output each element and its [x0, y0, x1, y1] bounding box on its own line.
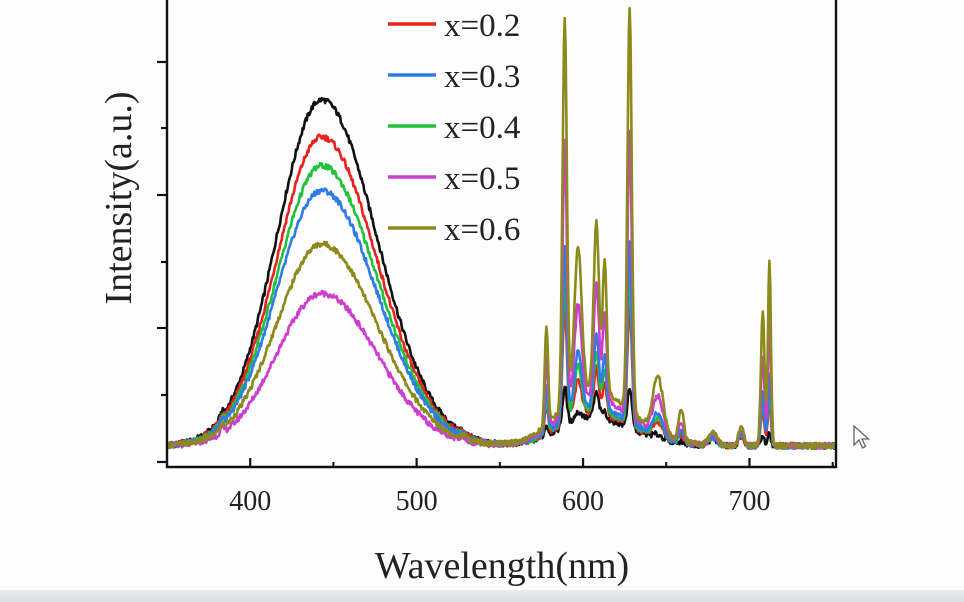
legend-label: x=0.6 — [444, 212, 520, 248]
x-axis-title: Wavelength(nm) — [375, 545, 629, 587]
x-tick-label: 500 — [396, 486, 438, 517]
x-tick-label: 600 — [562, 486, 604, 517]
mouse-pointer-icon — [853, 425, 871, 449]
legend-label: x=0.3 — [444, 59, 520, 95]
legend-label: x=0.4 — [444, 110, 520, 146]
legend-label: x=0.2 — [444, 8, 520, 44]
legend: x=0.2 x=0.3 x=0.4 x=0.5 x=0.6 — [388, 8, 520, 248]
x-tick-label: 700 — [728, 486, 770, 517]
viewer-bottom-strip — [0, 590, 964, 602]
series-line-x04 — [165, 161, 838, 450]
series-line-reference — [165, 96, 837, 450]
legend-label: x=0.5 — [444, 161, 520, 197]
y-axis-title: Intensity(a.u.) — [98, 91, 140, 304]
axes: 400 500 600 700 — [157, 0, 838, 517]
x-tick-label: 400 — [229, 486, 271, 517]
series-line-x06 — [166, 6, 837, 450]
series-layer — [165, 6, 838, 450]
axes-frame — [165, 0, 838, 469]
